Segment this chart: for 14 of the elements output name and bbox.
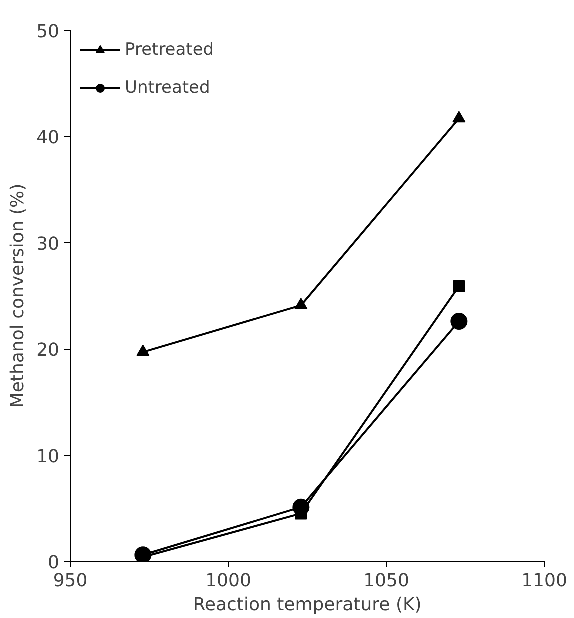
x-tick-label: 1050 (364, 570, 410, 592)
y-tick-label: 40 (36, 128, 60, 149)
x-tick-label: 950 (53, 570, 88, 592)
legend-label: Pretreated (125, 40, 214, 60)
x-tick-label: 1000 (206, 570, 252, 592)
y-axis-title: Methanol conversion (%) (8, 184, 29, 408)
x-tick-label: 1100 (522, 570, 568, 592)
y-tick-label: 20 (36, 340, 60, 362)
legend-label: Untreated (125, 78, 210, 98)
y-tick-label: 0 (48, 552, 60, 574)
y-tick-label: 30 (36, 234, 60, 255)
x-axis-title: Reaction temperature (K) (193, 594, 422, 616)
y-tick-label: 50 (36, 22, 60, 42)
y-tick-label: 10 (36, 446, 60, 468)
